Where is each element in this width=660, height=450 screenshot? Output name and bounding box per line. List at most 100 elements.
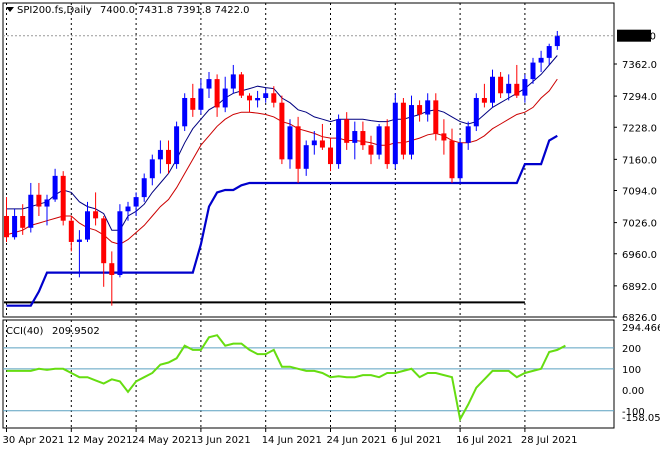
price-axis-label: 7026.0 <box>622 219 657 230</box>
price-axis-labels: 7362.0 7294.0 7228.0 7160.0 7094.0 7026.0 6960… <box>622 60 657 324</box>
candle-body <box>20 215 26 228</box>
candle-body <box>214 79 220 108</box>
candle-body <box>514 83 520 96</box>
candle-body <box>392 102 398 165</box>
candle-body <box>530 62 536 80</box>
cci-axis-label: 200 <box>622 344 641 355</box>
candle-body <box>206 79 212 89</box>
candle-body <box>481 97 487 103</box>
candle-body <box>490 76 495 103</box>
cci-axis-label: 100 <box>622 365 641 376</box>
cci-axis-label: 0.00 <box>622 386 644 397</box>
price-axis-label: 6892.0 <box>622 282 657 293</box>
price-axis-label: 7362.0 <box>622 60 657 71</box>
candle-body <box>360 131 366 146</box>
candle-body <box>222 88 228 108</box>
header-triangle-icon <box>6 7 14 12</box>
candle-body <box>287 126 293 160</box>
candle-body <box>12 215 18 238</box>
cci-axis-label: -158.056 <box>622 413 660 424</box>
candle-body <box>368 145 374 155</box>
candle-body <box>522 79 528 96</box>
candle-body <box>247 95 252 101</box>
candle-body <box>60 175 66 221</box>
price-axis-label: 7094.0 <box>622 187 657 198</box>
candle-body <box>4 215 9 238</box>
candle-body <box>384 126 390 165</box>
current-price-tag <box>617 29 651 42</box>
candle-body <box>319 140 325 148</box>
cci-line <box>6 334 566 423</box>
candle-body <box>263 93 269 98</box>
candle-body <box>336 119 342 165</box>
candle-body <box>85 211 90 240</box>
current-price-tag-text: 7422.0 <box>621 32 656 43</box>
candle-body <box>328 147 333 165</box>
date-axis-label: 14 Jun 2021 <box>262 435 322 446</box>
candle-body <box>352 131 358 143</box>
candle-body <box>198 88 204 110</box>
price-axis-label: 7228.0 <box>622 123 657 134</box>
candle-body <box>441 133 447 141</box>
candle-body <box>93 211 99 219</box>
candle-body <box>344 119 350 143</box>
candle-body <box>125 206 131 212</box>
price-axis-label: 7160.0 <box>622 155 657 166</box>
date-axis-label: 6 Jul 2021 <box>391 435 441 446</box>
trailing-stop-line <box>6 134 558 307</box>
candle-body <box>166 149 171 165</box>
date-axis-label: 3 Jun 2021 <box>197 435 251 446</box>
candle-body <box>182 97 188 127</box>
cci-vertical-grid <box>6 320 526 428</box>
candle-body <box>506 83 512 94</box>
cci-level-lines <box>3 347 614 412</box>
date-axis-label: 24 Jun 2021 <box>327 435 387 446</box>
cci-axis-label: -100 <box>622 407 645 418</box>
candle-body <box>376 126 382 155</box>
candle-body <box>230 74 236 89</box>
cci-axis-labels: 294.4668 200 100 0.00 -100-158.056 <box>622 323 660 424</box>
candle-body <box>68 220 74 242</box>
candle-body <box>271 93 277 103</box>
candle-body <box>449 140 455 179</box>
candle-body <box>400 102 406 155</box>
candle-body <box>76 239 82 242</box>
cci-indicator-value: 209.9502 <box>52 326 100 337</box>
candle-body <box>311 140 317 146</box>
chart-symbol-label: SPI200.fs,Daily <box>17 5 92 16</box>
candle-body <box>141 178 147 198</box>
date-axis-label: 30 Apr 2021 <box>3 435 65 446</box>
candle-body <box>498 76 504 94</box>
candle-body <box>36 194 42 207</box>
date-axis-label: 28 Jul 2021 <box>521 435 578 446</box>
candlestick-series <box>4 30 560 306</box>
price-axis-label: 6826.0 <box>622 313 657 324</box>
date-axis: 30 Apr 2021 12 May 2021 24 May 2021 3 Jun 2… <box>3 428 578 446</box>
candle-body <box>279 102 285 160</box>
cci-pane-border <box>2 319 615 429</box>
candle-body <box>425 100 431 115</box>
candle-body <box>457 142 463 179</box>
candle-body <box>295 126 301 169</box>
candle-body <box>117 211 123 275</box>
price-axis-label: 7294.0 <box>622 92 657 103</box>
candle-body <box>52 175 58 200</box>
candle-body <box>174 126 180 165</box>
candle-body <box>538 57 544 63</box>
cci-indicator-label: CCI(40) <box>6 326 44 337</box>
date-axis-label: 12 May 2021 <box>67 435 132 446</box>
candle-body <box>190 97 196 110</box>
chart-ohlc-label: 7400.0 7431.8 7391.8 7422.0 <box>100 5 250 16</box>
price-axis-label: 6960.0 <box>622 250 657 261</box>
candle-body <box>417 105 423 115</box>
cci-axis-label: 294.4668 <box>622 323 660 334</box>
price-pane-border <box>2 2 615 318</box>
candle-body <box>465 126 471 143</box>
candle-body <box>109 263 115 275</box>
candle-body <box>554 35 560 47</box>
date-axis-label: 16 Jul 2021 <box>456 435 513 446</box>
candle-body <box>255 97 261 101</box>
candle-body <box>28 194 34 228</box>
